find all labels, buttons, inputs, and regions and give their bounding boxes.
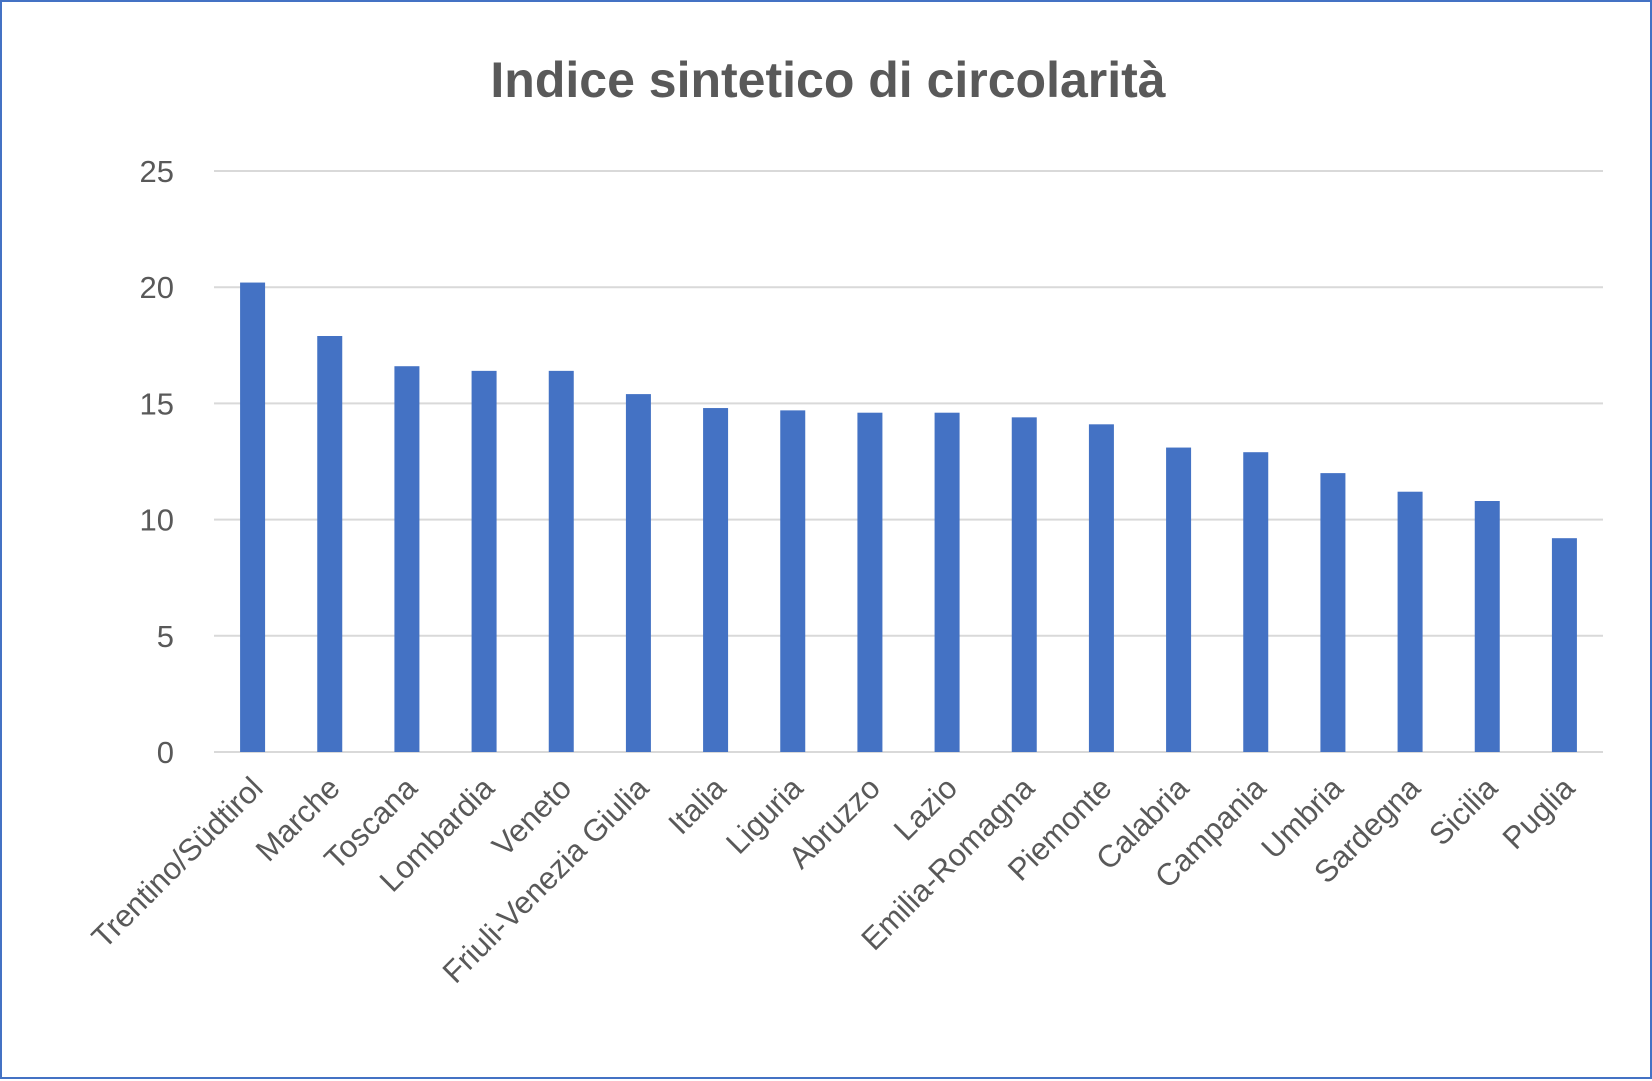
bar-marche bbox=[317, 336, 343, 752]
y-axis-ticks: 0 5 10 15 20 25 bbox=[140, 154, 174, 770]
bars bbox=[240, 282, 1577, 752]
bar-toscana bbox=[394, 366, 420, 752]
bar-sardegna bbox=[1397, 491, 1423, 752]
chart-title: Indice sintetico di circolarità bbox=[490, 52, 1165, 108]
bar-calabria bbox=[1166, 447, 1192, 752]
bar-friuli-venezia-giulia bbox=[625, 394, 651, 752]
x-tick-label: Sicilia bbox=[1422, 770, 1505, 853]
gridlines bbox=[214, 170, 1603, 753]
bar-puglia bbox=[1551, 538, 1577, 752]
bar-umbria bbox=[1320, 473, 1346, 752]
y-tick-label: 25 bbox=[140, 154, 174, 189]
x-tick-label: Trentino/Südtirol bbox=[85, 770, 270, 955]
bar-campania bbox=[1243, 452, 1269, 752]
bar-piemonte bbox=[1088, 424, 1114, 752]
bar-liguria bbox=[780, 410, 806, 752]
x-axis-labels: Trentino/SüdtirolMarcheToscanaLombardiaV… bbox=[85, 770, 1582, 990]
y-tick-label: 15 bbox=[140, 386, 174, 421]
bar-veneto bbox=[548, 370, 574, 752]
y-tick-label: 20 bbox=[140, 270, 174, 305]
bar-sicilia bbox=[1474, 501, 1500, 752]
x-tick-label: Italia bbox=[661, 770, 733, 842]
y-tick-label: 10 bbox=[140, 503, 174, 538]
x-tick-label: Puglia bbox=[1496, 770, 1582, 856]
bar-lombardia bbox=[471, 370, 497, 752]
bar-emilia-romagna bbox=[1011, 417, 1037, 752]
y-tick-label: 5 bbox=[157, 619, 174, 654]
bar-italia bbox=[703, 408, 729, 752]
bar-lazio bbox=[934, 412, 960, 752]
bar-trentino-s-dtirol bbox=[240, 282, 266, 752]
y-tick-label: 0 bbox=[157, 735, 174, 770]
bar-abruzzo bbox=[857, 412, 883, 752]
